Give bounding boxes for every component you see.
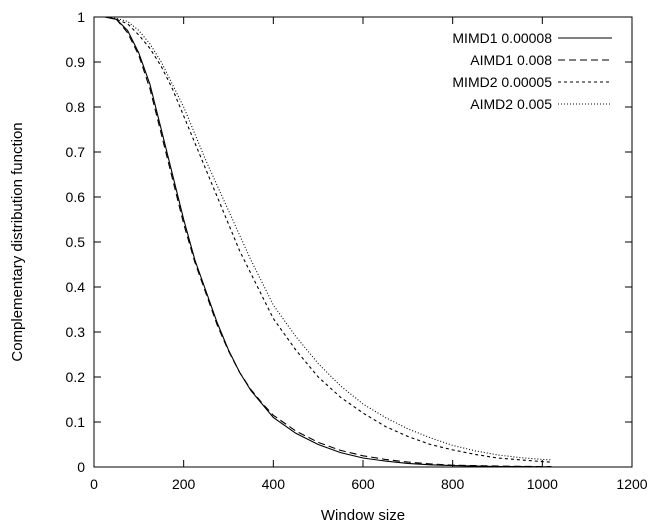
y-tick-label: 0.4 bbox=[66, 279, 86, 295]
legend: MIMD1 0.00008 AIMD1 0.008 MIMD2 0.00005 AIM… bbox=[452, 30, 612, 112]
y-tick-label: 0.7 bbox=[66, 144, 86, 160]
y-axis-label: Complementary distribution function bbox=[9, 122, 26, 361]
y-tick-label: 0.9 bbox=[66, 54, 86, 70]
legend-label: AIMD2 0.005 bbox=[470, 96, 552, 112]
y-tick-label: 0.5 bbox=[66, 234, 86, 250]
series-line-3 bbox=[105, 16, 552, 463]
legend-label: AIMD1 0.008 bbox=[470, 52, 552, 68]
y-axis-ticks: 0 0.1 0.2 0.3 0.4 0.5 0.6 0.7 0.8 0.9 1 bbox=[66, 9, 632, 475]
x-tick-label: 0 bbox=[90, 476, 98, 492]
x-tick-label: 1000 bbox=[527, 476, 558, 492]
y-tick-label: 0.8 bbox=[66, 99, 86, 115]
series-line-4 bbox=[105, 16, 552, 461]
y-tick-label: 0.6 bbox=[66, 189, 86, 205]
y-tick-label: 0.1 bbox=[66, 414, 86, 430]
x-tick-label: 400 bbox=[262, 476, 286, 492]
y-tick-label: 1 bbox=[77, 9, 85, 25]
legend-label: MIMD2 0.00005 bbox=[452, 74, 552, 90]
x-axis-label: Window size bbox=[321, 507, 405, 524]
x-tick-label: 1200 bbox=[616, 476, 647, 492]
x-axis-ticks: 0 200 400 600 800 1000 1200 bbox=[90, 17, 648, 492]
y-tick-label: 0.2 bbox=[66, 369, 86, 385]
series-lines bbox=[105, 16, 552, 468]
y-tick-label: 0.3 bbox=[66, 324, 86, 340]
legend-label: MIMD1 0.00008 bbox=[452, 30, 552, 46]
x-tick-label: 200 bbox=[172, 476, 196, 492]
x-tick-label: 600 bbox=[351, 476, 375, 492]
x-tick-label: 800 bbox=[441, 476, 465, 492]
series-line-2 bbox=[105, 16, 552, 468]
y-tick-label: 0 bbox=[77, 459, 85, 475]
